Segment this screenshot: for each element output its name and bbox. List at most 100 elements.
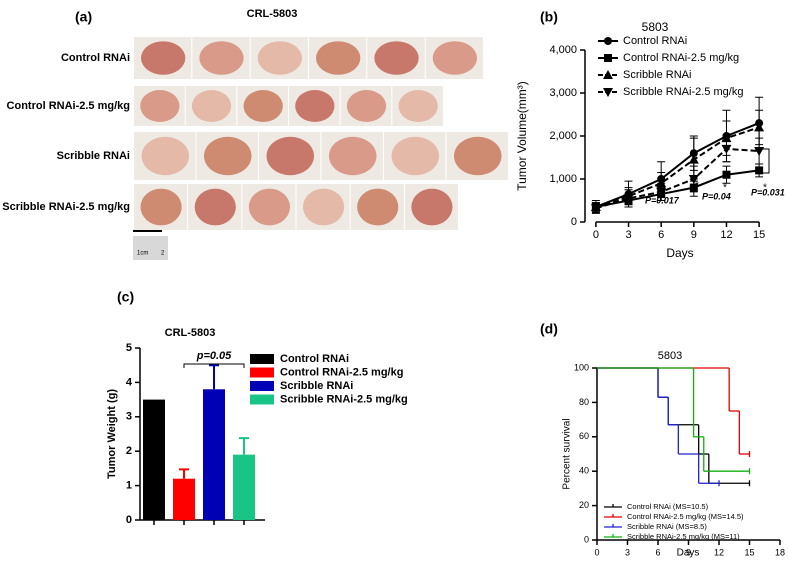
panel-label: (a) [75,9,92,25]
legend-swatch [250,354,274,364]
y-tick-label: 3 [126,411,132,423]
legend-marker [603,70,613,79]
y-tick-label: 2,000 [549,130,577,142]
tumor-photos [134,37,508,230]
x-tick-label: 9 [686,547,691,557]
x-tick-label: 15 [753,229,765,241]
data-point [590,204,601,214]
significance-bracket [763,148,770,174]
tumor [257,41,303,75]
tumor [191,90,232,122]
y-tick-label: 5 [126,342,132,354]
data-point [755,166,764,175]
x-tick-label: 6 [658,229,664,241]
tumor [411,188,453,226]
legend-label: Scribble RNAi [623,69,691,81]
x-tick-label: 3 [625,229,631,241]
row-label: Control RNAi [61,52,130,64]
tumor [398,90,438,122]
y-tick-label: 0 [584,534,589,544]
legend-label: Control RNAi (MS=10.5) [627,502,709,511]
legend-label: Scribble RNAi-2.5 mg/kg [623,86,743,98]
y-tick-label: 1,000 [549,173,577,185]
x-tick-label: 6 [655,547,660,557]
x-tick-label: 15 [744,547,754,557]
x-tick-label: 0 [594,547,599,557]
bar [143,399,165,520]
y-tick-label: 4,000 [549,44,577,56]
error-bar [209,364,219,390]
p-value: P=0.017 [645,195,680,205]
y-axis-label: Percent survival [562,418,573,489]
tumor [303,188,345,226]
x-tick-label: 0 [593,229,599,241]
y-tick-label: 1 [126,480,132,492]
data-point [688,175,699,184]
chart-title: CRL-5803 [165,327,216,339]
data-point [722,170,731,179]
p-value: p=0.05 [196,350,232,362]
legend-label: Control RNAi-2.5 mg/kg [623,52,739,64]
tumor [140,90,180,122]
legend-label: Control RNAi-2.5 mg/kg [280,366,403,378]
row-label: Control RNAi-2.5 mg/kg [7,100,130,112]
legend-label: Control RNAi-2.5 mg/kg (MS=14.5) [627,512,744,521]
star: * [695,181,699,192]
data-point [623,194,634,204]
tumor [204,136,252,176]
legend-marker [604,54,612,62]
tumor [346,90,387,122]
bar [173,478,195,520]
ruler-label: 1cm [137,251,148,257]
photo-title: CRL-5803 [247,8,298,20]
x-axis-label: Days [666,246,693,260]
significance-bracket [183,363,245,368]
tumor [391,136,439,176]
tumor [316,41,361,75]
y-tick-label: 0 [571,216,577,228]
panel-label: (c) [117,289,134,305]
y-tick-label: 80 [579,397,589,407]
series-line [595,147,760,210]
legend-label: Scribble RNAi-2.5 mg/kg (MS=11) [627,532,740,541]
legend-swatch [250,381,274,391]
y-tick-label: 20 [579,500,589,510]
series-line [595,122,760,208]
legend-label: Control RNAi [280,353,349,365]
tumor [141,41,186,75]
tumor [295,90,335,122]
star: * [763,183,767,194]
data-point [754,147,765,157]
tumor [266,136,314,176]
y-tick-label: 100 [574,362,589,372]
error-bar [179,468,189,479]
x-tick-label: 9 [691,229,697,241]
ruler-label: 2 [161,251,165,257]
legend-label: Control RNAi [623,35,687,47]
x-axis-label: Days [677,548,700,559]
x-tick-label: 3 [625,547,630,557]
y-tick-label: 2 [126,445,132,457]
y-tick-label: 4 [126,376,133,388]
p-value: P=0.031 [751,187,785,197]
panel-label: (d) [540,321,558,337]
chart-title: 5803 [658,350,682,362]
p-value: P=0.04 [702,191,731,201]
y-tick-label: 0 [126,514,132,526]
panel-label: (b) [540,9,558,25]
legend-swatch [250,367,274,378]
x-tick-label: 12 [720,229,732,241]
y-tick-label: 60 [579,431,589,441]
tumor [329,136,377,176]
x-tick-label: 12 [714,547,724,557]
ruler [133,236,168,260]
tumor [248,188,290,226]
legend-marker [604,37,612,45]
data-point [754,122,765,132]
error-bar [239,437,249,455]
legend-label: Scribble RNAi (MS=8.5) [627,522,707,531]
tumor [357,188,399,226]
x-tick-label: 18 [775,547,785,557]
star: * [723,183,727,194]
y-axis-label: Tumor Weight (g) [106,389,118,479]
